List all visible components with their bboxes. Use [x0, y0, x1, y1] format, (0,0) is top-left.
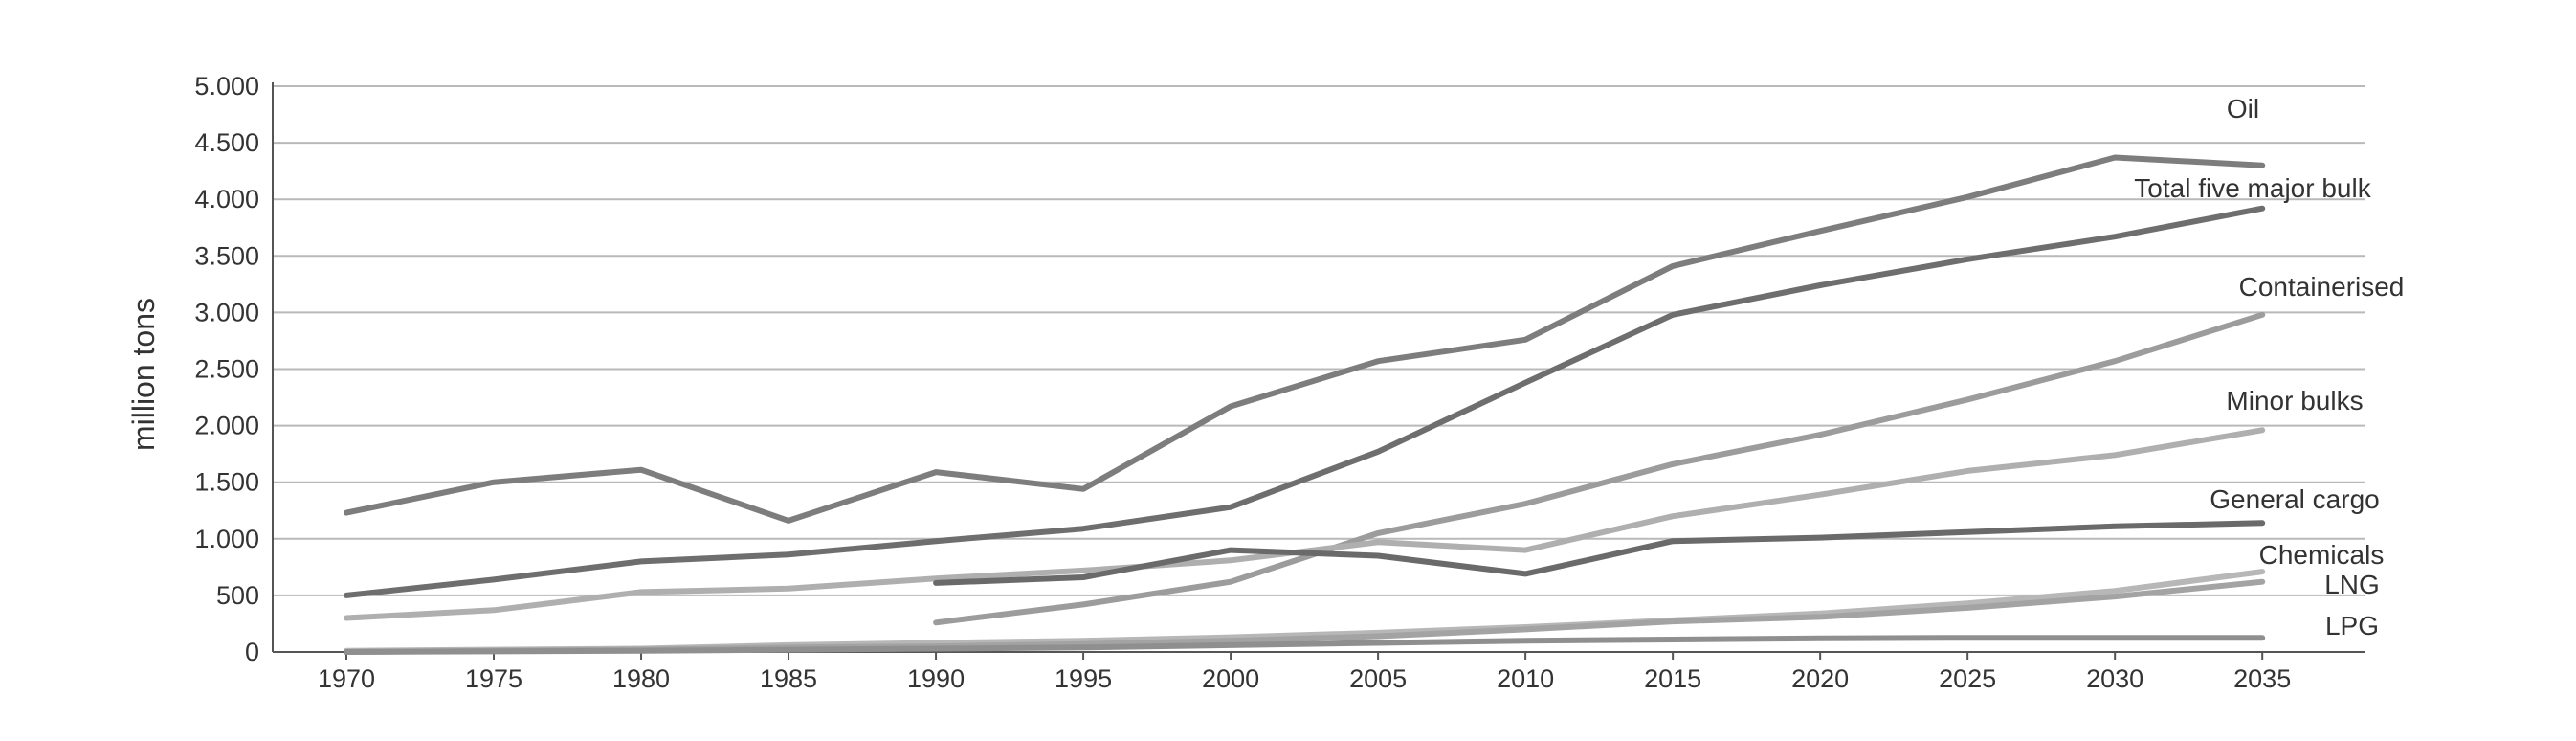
series-label-oil: Oil [2227, 94, 2259, 124]
y-tick-label: 3.000 [194, 298, 259, 326]
series-line-oil [344, 154, 2266, 524]
y-tick-label: 1.500 [194, 468, 259, 497]
x-tick-label: 2025 [1939, 664, 1996, 693]
x-tick-label: 2015 [1644, 664, 1701, 693]
y-tick-label: 500 [216, 581, 259, 610]
series-label-total-five-major-bulk: Total five major bulk [2134, 173, 2371, 203]
series-label-containerised: Containerised [2239, 272, 2405, 302]
series-line-general-cargo [933, 520, 2266, 586]
x-tick-label: 2020 [1791, 664, 1849, 693]
series-label-lpg: LPG [2325, 611, 2379, 640]
series-label-minor-bulks: Minor bulks [2226, 386, 2363, 415]
y-tick-label: 5.000 [194, 72, 259, 101]
y-axis-title: million tons [126, 298, 161, 451]
x-tick-label: 1980 [612, 664, 670, 693]
series-label-general-cargo: General cargo [2210, 484, 2379, 514]
series-label-chemicals: Chemicals [2259, 540, 2385, 570]
y-tick-label: 4.000 [194, 185, 259, 213]
x-tick-label: 2010 [1497, 664, 1554, 693]
y-tick-label: 4.500 [194, 128, 259, 157]
y-tick-label: 1.000 [194, 525, 259, 553]
series-lines [344, 154, 2266, 655]
x-tick-label: 1975 [465, 664, 522, 693]
x-axis-tick-labels: 1970 1975 1980 1985 1990 1995 2000 2005 2010 2015… [318, 664, 2291, 693]
y-tick-label: 2.000 [194, 412, 259, 440]
axes [272, 82, 2365, 660]
x-tick-label: 2000 [1202, 664, 1259, 693]
y-tick-label: 3.500 [194, 241, 259, 270]
series-line-minor-bulks [344, 427, 2266, 621]
x-tick-label: 1970 [318, 664, 375, 693]
y-tick-label: 0 [245, 638, 259, 666]
y-axis-tick-labels: 0 500 1.000 1.500 2.000 2.500 3.000 3.500 4.000 4… [194, 72, 259, 666]
x-tick-label: 2030 [2086, 664, 2143, 693]
series-line-containerised [933, 311, 2266, 626]
series-label-lng: LNG [2324, 570, 2380, 599]
x-tick-label: 2005 [1349, 664, 1407, 693]
x-tick-label: 1990 [907, 664, 965, 693]
series-labels: Oil Total five major bulk Containerised Min… [2134, 94, 2404, 640]
gridlines [273, 85, 2365, 596]
x-tick-label: 2035 [2233, 664, 2291, 693]
x-tick-label: 1995 [1055, 664, 1112, 693]
x-tick-label: 1985 [760, 664, 817, 693]
series-line-total-five-major-bulk [344, 205, 2266, 598]
y-tick-label: 2.500 [194, 355, 259, 384]
series-line-lpg [344, 635, 2266, 655]
